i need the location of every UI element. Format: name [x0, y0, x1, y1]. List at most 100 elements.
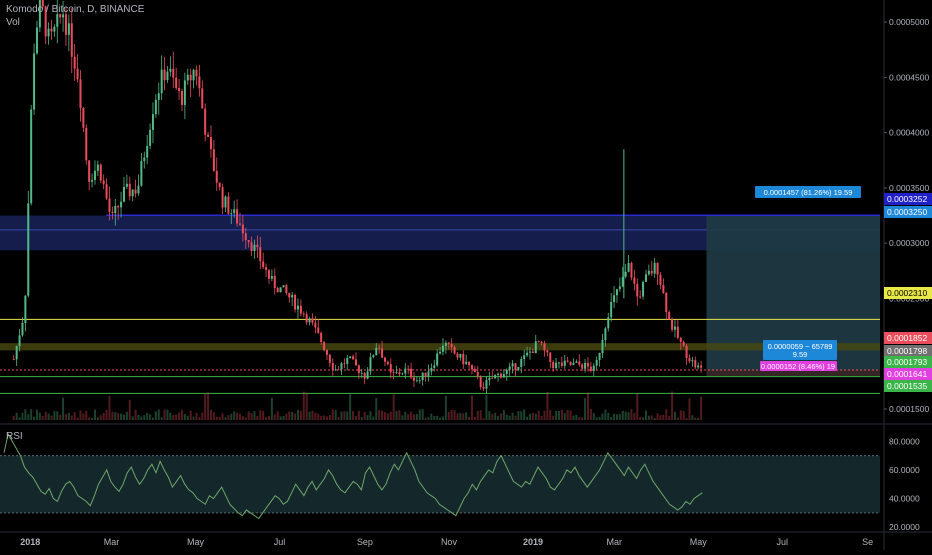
candle-body: [267, 270, 270, 279]
candle-body: [476, 371, 479, 377]
volume-bar: [186, 415, 189, 420]
candle-body: [383, 357, 386, 362]
volume-bar: [325, 416, 328, 420]
volume-bar: [676, 417, 679, 420]
candle-body: [160, 69, 163, 94]
volume-bar: [41, 415, 44, 420]
candle-body: [433, 365, 436, 368]
candle-body: [186, 74, 189, 81]
candle-body: [549, 352, 552, 362]
candle-body: [30, 109, 33, 204]
volume-bar: [105, 409, 108, 420]
volume-bar: [189, 410, 192, 420]
volume-bar: [224, 417, 227, 420]
support-zone: [0, 343, 880, 351]
candle-body: [236, 209, 239, 224]
candle-body: [505, 369, 508, 374]
volume-bar: [401, 415, 404, 420]
position-annotation-text: 0.0000059 ~ 65789: [768, 342, 833, 351]
candle-body: [412, 377, 415, 381]
volume-bar: [665, 409, 668, 420]
candle-body: [201, 88, 204, 109]
volume-bar: [207, 392, 210, 420]
volume-bar: [354, 416, 357, 420]
volume-bar: [465, 412, 468, 420]
candle-body: [137, 185, 140, 194]
candle-body: [111, 211, 114, 214]
candle-body: [85, 127, 88, 161]
candle-body: [479, 376, 482, 388]
volume-bar: [398, 410, 401, 420]
candle-body: [212, 149, 215, 171]
price-level-tag: [884, 368, 932, 380]
volume-bar: [499, 413, 502, 420]
volume-bar: [575, 414, 578, 420]
candle-body: [128, 183, 131, 197]
volume-bar: [151, 417, 154, 420]
volume-bar: [201, 412, 204, 420]
candle-body: [12, 359, 15, 361]
candle-body: [82, 108, 85, 128]
volume-bar: [395, 411, 398, 420]
volume-bar: [96, 417, 99, 420]
candle-body: [404, 368, 407, 374]
volume-bar: [163, 409, 166, 420]
candle-body: [114, 205, 117, 214]
volume-bar: [473, 417, 476, 420]
volume-bar: [134, 409, 137, 420]
volume-bar: [337, 416, 340, 420]
volume-bar: [433, 415, 436, 420]
price-level-label: 0.0003250: [887, 207, 927, 217]
candle-body: [314, 322, 317, 328]
volume-bar: [691, 415, 694, 420]
volume-bar: [85, 410, 88, 420]
long-stop-box: [706, 370, 880, 377]
volume-bar: [636, 393, 639, 420]
target-annotation-box: [755, 186, 861, 198]
candle-body: [328, 354, 331, 363]
candle-body: [183, 80, 186, 105]
volume-bar: [262, 410, 265, 420]
volume-bar: [560, 409, 563, 420]
price-tick-label: 0.0005000: [889, 17, 929, 27]
candle-body: [398, 372, 401, 375]
candle-body: [41, 0, 44, 7]
volume-bar: [108, 395, 111, 420]
volume-bar: [673, 411, 676, 420]
candle-body: [526, 352, 529, 356]
volume-bar: [230, 413, 233, 420]
candle-body: [630, 262, 633, 278]
candle-body: [613, 295, 616, 302]
volume-bar: [53, 411, 56, 420]
stop-annotation-box: [760, 361, 837, 371]
volume-bar: [349, 394, 352, 420]
candle-body: [644, 274, 647, 282]
candle-body: [621, 276, 624, 287]
candle-body: [560, 362, 563, 366]
volume-bar: [424, 417, 427, 420]
candle-body: [366, 371, 369, 379]
volume-bar: [149, 414, 152, 420]
volume-bar: [543, 410, 546, 420]
candle-body: [172, 68, 175, 78]
candle-body: [627, 262, 630, 272]
candle-body: [224, 196, 227, 208]
candle-body: [102, 180, 105, 185]
candle-body: [149, 129, 152, 146]
candle-body: [215, 170, 218, 183]
volume-bar: [630, 409, 633, 420]
price-level-label: 0.0001793: [887, 357, 927, 367]
candle-body: [517, 366, 520, 370]
candle-body: [64, 14, 67, 35]
candle-body: [685, 345, 688, 359]
candle-body: [125, 183, 128, 187]
candle-body: [636, 283, 639, 297]
candle-body: [447, 342, 450, 344]
volume-bar: [302, 391, 305, 420]
volume-bar: [639, 417, 642, 420]
volume-bar: [450, 409, 453, 420]
candle-body: [189, 74, 192, 81]
volume-bar: [30, 409, 33, 420]
candle-body: [584, 362, 587, 369]
